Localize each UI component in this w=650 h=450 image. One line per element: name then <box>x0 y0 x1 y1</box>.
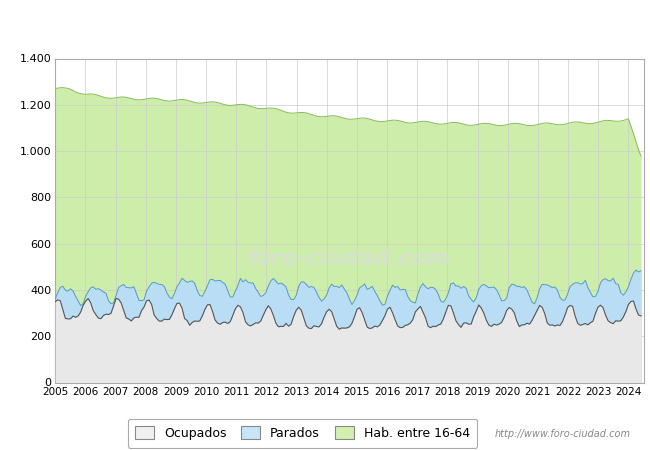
Text: Muros de Nalón - Evolucion de la poblacion en edad de Trabajar Mayo de 2024: Muros de Nalón - Evolucion de la poblaci… <box>63 22 587 35</box>
Text: foro-ciudad.com: foro-ciudad.com <box>248 249 451 270</box>
Legend: Ocupados, Parados, Hab. entre 16-64: Ocupados, Parados, Hab. entre 16-64 <box>127 419 477 448</box>
Text: http://www.foro-ciudad.com: http://www.foro-ciudad.com <box>495 429 630 439</box>
